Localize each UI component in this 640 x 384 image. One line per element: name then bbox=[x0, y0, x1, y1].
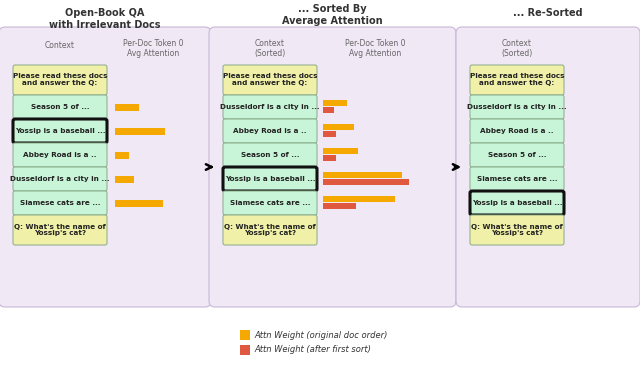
FancyBboxPatch shape bbox=[223, 167, 317, 191]
FancyBboxPatch shape bbox=[13, 167, 107, 191]
FancyBboxPatch shape bbox=[470, 215, 564, 245]
Bar bbox=[115, 104, 139, 111]
Text: Yossip is a baseball ...: Yossip is a baseball ... bbox=[472, 200, 563, 206]
Bar bbox=[323, 179, 409, 185]
Text: Season 5 of ...: Season 5 of ... bbox=[241, 152, 300, 158]
Text: Yossip is a baseball ...: Yossip is a baseball ... bbox=[15, 128, 105, 134]
Text: Please read these docs
and answer the Q:: Please read these docs and answer the Q: bbox=[223, 73, 317, 86]
Text: Dusseldorf is a city in ...: Dusseldorf is a city in ... bbox=[10, 176, 110, 182]
Text: Season 5 of ...: Season 5 of ... bbox=[31, 104, 89, 110]
Bar bbox=[115, 200, 163, 207]
Bar bbox=[323, 172, 402, 178]
Bar bbox=[323, 107, 334, 113]
Text: Open-Book QA
with Irrelevant Docs: Open-Book QA with Irrelevant Docs bbox=[49, 8, 161, 30]
FancyBboxPatch shape bbox=[470, 191, 564, 215]
Text: Abbey Road is a ..: Abbey Road is a .. bbox=[480, 128, 554, 134]
FancyBboxPatch shape bbox=[223, 95, 317, 119]
FancyBboxPatch shape bbox=[13, 65, 107, 95]
Bar bbox=[323, 148, 358, 154]
FancyBboxPatch shape bbox=[223, 143, 317, 167]
Text: Per-Doc Token 0
Avg Attention: Per-Doc Token 0 Avg Attention bbox=[345, 39, 405, 58]
FancyBboxPatch shape bbox=[13, 215, 107, 245]
FancyBboxPatch shape bbox=[13, 95, 107, 119]
FancyBboxPatch shape bbox=[13, 143, 107, 167]
FancyBboxPatch shape bbox=[456, 27, 640, 307]
Bar bbox=[240, 330, 250, 340]
Bar bbox=[115, 175, 134, 182]
Bar bbox=[115, 152, 129, 159]
Text: Q: What's the name of
Yossip's cat?: Q: What's the name of Yossip's cat? bbox=[471, 223, 563, 237]
Bar bbox=[323, 203, 356, 209]
FancyBboxPatch shape bbox=[223, 215, 317, 245]
Text: Q: What's the name of
Yossip's cat?: Q: What's the name of Yossip's cat? bbox=[14, 223, 106, 237]
FancyBboxPatch shape bbox=[470, 167, 564, 191]
Text: Season 5 of ...: Season 5 of ... bbox=[488, 152, 547, 158]
FancyBboxPatch shape bbox=[13, 191, 107, 215]
Text: Please read these docs
and answer the Q:: Please read these docs and answer the Q: bbox=[470, 73, 564, 86]
FancyBboxPatch shape bbox=[470, 143, 564, 167]
FancyBboxPatch shape bbox=[223, 119, 317, 143]
Text: Per-Doc Token 0
Avg Attention: Per-Doc Token 0 Avg Attention bbox=[123, 39, 183, 58]
Bar bbox=[240, 345, 250, 355]
Text: ... Re-Sorted: ... Re-Sorted bbox=[513, 8, 583, 18]
FancyBboxPatch shape bbox=[223, 191, 317, 215]
Text: Context
(Sorted): Context (Sorted) bbox=[501, 39, 532, 58]
Text: Attn Weight (after first sort): Attn Weight (after first sort) bbox=[254, 346, 371, 354]
Text: Siamese cats are ...: Siamese cats are ... bbox=[477, 176, 557, 182]
FancyBboxPatch shape bbox=[0, 27, 211, 307]
Text: Abbey Road is a ..: Abbey Road is a .. bbox=[23, 152, 97, 158]
Text: Q: What's the name of
Yossip's cat?: Q: What's the name of Yossip's cat? bbox=[224, 223, 316, 237]
Text: Abbey Road is a ..: Abbey Road is a .. bbox=[233, 128, 307, 134]
Text: Siamese cats are ...: Siamese cats are ... bbox=[20, 200, 100, 206]
Text: Yossip is a baseball ...: Yossip is a baseball ... bbox=[225, 176, 316, 182]
Text: Please read these docs
and answer the Q:: Please read these docs and answer the Q: bbox=[13, 73, 108, 86]
Text: Context
(Sorted): Context (Sorted) bbox=[254, 39, 285, 58]
Bar bbox=[323, 196, 394, 202]
Text: Attn Weight (original doc order): Attn Weight (original doc order) bbox=[254, 331, 387, 339]
Bar bbox=[323, 100, 347, 106]
FancyBboxPatch shape bbox=[13, 119, 107, 143]
Text: Dusseldorf is a city in ...: Dusseldorf is a city in ... bbox=[220, 104, 320, 110]
Bar bbox=[323, 131, 336, 137]
FancyBboxPatch shape bbox=[470, 119, 564, 143]
Text: Context: Context bbox=[45, 41, 75, 50]
Text: Dusseldorf is a city in ...: Dusseldorf is a city in ... bbox=[467, 104, 567, 110]
Text: ... Sorted By
Average Attention: ... Sorted By Average Attention bbox=[282, 4, 383, 26]
FancyBboxPatch shape bbox=[209, 27, 456, 307]
FancyBboxPatch shape bbox=[223, 65, 317, 95]
Bar bbox=[323, 155, 336, 161]
Text: Siamese cats are ...: Siamese cats are ... bbox=[230, 200, 310, 206]
FancyBboxPatch shape bbox=[470, 95, 564, 119]
Bar bbox=[115, 127, 164, 134]
Bar bbox=[323, 124, 354, 130]
FancyBboxPatch shape bbox=[470, 65, 564, 95]
